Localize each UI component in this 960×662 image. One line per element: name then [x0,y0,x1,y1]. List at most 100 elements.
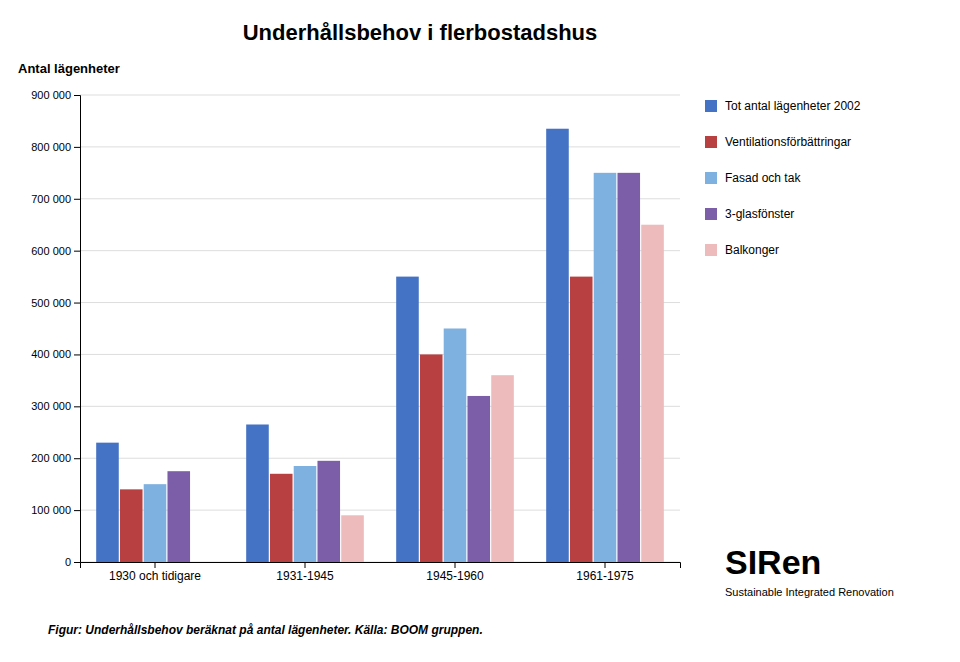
tick-label: 400 000 [31,348,71,360]
legend-swatch [705,172,717,184]
bar [570,277,593,562]
legend-swatch [705,100,717,112]
tick-mark [74,199,80,200]
y-tick: 400 000 [31,348,80,360]
legend-item: 3-glasfönster [705,207,794,221]
bar [467,396,490,562]
legend-swatch [705,244,717,256]
tick-label: 500 000 [31,297,71,309]
bar [491,375,514,562]
tick-mark [74,458,80,459]
tick-mark [74,562,80,563]
bar [341,515,364,562]
x-tick: 1930 och tidigare [109,562,201,583]
annotation: SIRen [725,543,821,581]
y-tick: 100 000 [31,504,80,516]
grid-line [80,198,680,199]
legend-label: 3-glasfönster [725,207,794,221]
tick-label: 900 000 [31,89,71,101]
chart: 0 100 000 200 000 300 000 400 000 500 000 600 … [0,0,960,662]
bar [420,354,443,562]
y-tick: 700 000 [31,193,80,205]
tick-mark [155,562,156,568]
bar [594,173,617,562]
legend-label: Balkonger [725,243,779,257]
tick-label: 0 [65,556,71,568]
axis-domain [74,96,81,563]
bar [641,225,664,562]
caption: Figur: Underhållsbehov beräknat på antal… [48,623,483,637]
y-axis-label: Antal lägenheter [18,61,120,76]
bar [270,474,293,562]
tick-mark [74,354,80,355]
bar [294,466,317,562]
legend-label: Tot antal lägenheter 2002 [725,99,861,113]
grid [80,95,680,562]
plot-area: 0 100 000 200 000 300 000 400 000 500 000 600 … [31,89,680,583]
tick-label: 100 000 [31,504,71,516]
legend-item: Ventilationsförbättringar [705,135,851,149]
y-tick: 500 000 [31,297,80,309]
bar-series [167,173,640,562]
legend: Tot antal lägenheter 2002 Ventilationsför… [705,99,861,257]
tick-mark [74,95,80,96]
tick-label: 1961-1975 [576,569,634,583]
bar-series [96,129,569,562]
tick-mark [305,562,306,568]
tick-mark [74,147,80,148]
y-tick: 900 000 [31,89,80,101]
y-axis: 0 100 000 200 000 300 000 400 000 500 000 600 … [31,89,80,568]
axis-domain [81,563,681,569]
bars [96,129,664,562]
bar [617,173,640,562]
y-tick: 800 000 [31,141,80,153]
title: Underhållsbehov i flerbostadshus [243,20,598,45]
legend-item: Balkonger [705,243,779,257]
x-axis: 1930 och tidigare 1931-1945 1945-1960 1961-… [81,562,681,583]
x-tick: 1961-1975 [576,562,634,583]
y-tick: 0 [65,556,80,568]
annotation: Sustainable Integrated Renovation [725,586,894,598]
legend-swatch [705,136,717,148]
y-tick: 200 000 [31,452,80,464]
tick-label: 1930 och tidigare [109,569,201,583]
bar [191,562,214,563]
tick-label: 1931-1945 [276,569,334,583]
legend-label: Ventilationsförbättringar [725,135,851,149]
tick-mark [74,406,80,407]
bar [317,461,340,562]
legend-swatch [705,208,717,220]
grid-line [80,95,680,96]
tick-label: 800 000 [31,141,71,153]
y-tick: 300 000 [31,400,80,412]
bar [246,424,269,562]
legend-item: Tot antal lägenheter 2002 [705,99,861,113]
bar [546,129,569,562]
tick-label: 300 000 [31,400,71,412]
bar [120,489,143,562]
tick-label: 700 000 [31,193,71,205]
bar-series [144,173,617,562]
tick-mark [74,251,80,252]
tick-mark [455,562,456,568]
bar [444,329,467,563]
bar [167,471,190,562]
tick-mark [74,303,80,304]
bar [96,443,119,562]
tick-label: 200 000 [31,452,71,464]
x-tick: 1945-1960 [426,562,484,583]
grid-line [80,146,680,147]
y-tick: 600 000 [31,245,80,257]
bar [144,484,167,562]
bar [396,277,419,562]
legend-label: Fasad och tak [725,171,801,185]
legend-item: Fasad och tak [705,171,801,185]
tick-label: 600 000 [31,245,71,257]
bar-series [120,277,593,562]
grid-line [80,250,680,251]
tick-label: 1945-1960 [426,569,484,583]
tick-mark [74,510,80,511]
x-tick: 1931-1945 [276,562,334,583]
tick-mark [605,562,606,568]
bar-series [341,225,664,562]
